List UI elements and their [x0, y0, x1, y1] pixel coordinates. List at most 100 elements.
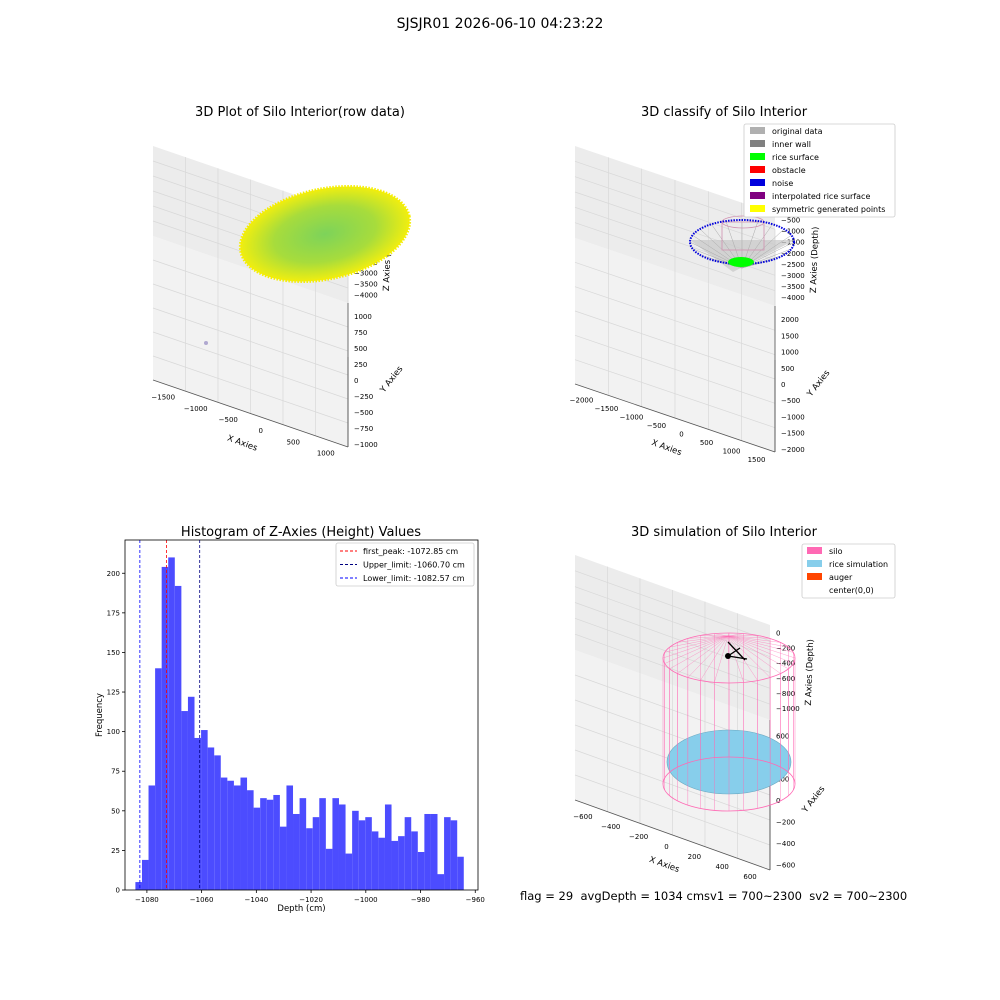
legend-swatch — [750, 140, 765, 147]
histogram-bar — [299, 798, 307, 890]
x-tick-label: 600 — [743, 873, 756, 881]
y-tick-label: −2000 — [781, 446, 805, 454]
legend-box — [335, 542, 475, 587]
x-tick-label: 0 — [679, 430, 683, 438]
histogram-bar — [174, 585, 182, 890]
y-tick-label: 200 — [776, 776, 789, 784]
histogram-bar — [378, 837, 385, 890]
silo-roof-line — [727, 635, 771, 639]
legend-swatch — [807, 573, 822, 580]
silo-roof-line — [687, 635, 729, 678]
y-tick-label: −1000 — [354, 441, 378, 449]
histogram-bar — [233, 785, 241, 890]
x-tick-label: −400 — [601, 823, 620, 831]
histogram-bar — [424, 813, 431, 890]
histogram-bar — [417, 851, 425, 890]
histogram-bar — [398, 836, 405, 890]
y-tick-label: −500 — [781, 397, 800, 405]
x-tick-label: 0 — [259, 427, 263, 435]
y-axis-label: Y Axies — [800, 784, 828, 816]
y-tick-label: −750 — [354, 425, 373, 433]
y-tick-label: 150 — [107, 649, 120, 657]
histogram-bar — [345, 853, 353, 890]
x-tick-label: −1000 — [354, 896, 378, 904]
histogram-bar — [279, 826, 287, 890]
z-axis-label: Z Axies (Depth) — [809, 226, 821, 293]
histogram-bar — [247, 790, 254, 890]
x-tick-label: −1000 — [620, 413, 644, 421]
legend-label: noise — [772, 179, 793, 188]
y-tick-label: 0 — [116, 887, 120, 895]
histogram-bar — [332, 798, 339, 890]
y-tick-label: 1500 — [781, 332, 799, 340]
histogram-bar — [266, 799, 274, 890]
histogram-bar — [430, 813, 438, 890]
histogram-bar — [260, 798, 267, 890]
x-tick-label: −600 — [573, 813, 592, 821]
grid-line — [574, 161, 776, 230]
y-tick-label: 50 — [111, 807, 120, 815]
histogram-bar — [141, 859, 149, 890]
silo-roof-line — [727, 635, 794, 664]
histogram-bar — [411, 831, 418, 890]
histogram-bar — [155, 668, 162, 890]
legend-swatch — [750, 166, 765, 173]
x-tick-label: −1080 — [135, 896, 159, 904]
x-tick-label: −1500 — [595, 405, 619, 413]
rice-surface — [728, 257, 754, 267]
y-tick-label: 125 — [107, 689, 120, 697]
silo-roof-line — [727, 635, 789, 670]
status-footer: flag = 29 avgDepth = 1034 cmsv1 = 700~23… — [520, 889, 908, 903]
histogram-bar — [437, 874, 445, 890]
legend-swatch — [750, 153, 765, 160]
legend-swatch — [750, 179, 765, 186]
z-tick-label: −4000 — [354, 291, 378, 299]
silo-roof-line — [727, 635, 771, 678]
y-tick-label: 0 — [776, 797, 780, 805]
legend-label: auger — [829, 573, 853, 582]
x-axis-line — [574, 383, 776, 453]
y-tick-label: 1000 — [781, 349, 799, 357]
legend-swatch — [807, 560, 822, 567]
x-tick-label: 1500 — [748, 456, 766, 464]
silo-roof-line — [714, 633, 729, 637]
x-axis-label: X Axies — [226, 434, 259, 454]
histogram-bar — [319, 798, 326, 890]
plot-title: 3D simulation of Silo Interior — [631, 525, 818, 540]
x-tick-label: −1500 — [151, 394, 175, 402]
classify-3d-plot: 3D classify of Silo Interior −2000 −1500−1… — [570, 105, 896, 464]
surface-scatter — [240, 186, 410, 282]
legend-label: obstacle — [772, 166, 806, 175]
y-tick-label: 200 — [107, 570, 120, 578]
y-tick-label: 250 — [354, 361, 367, 369]
y-tick-label: 600 — [776, 733, 789, 741]
silo-roof-line — [664, 635, 729, 664]
z-tick-label: −200 — [776, 645, 795, 653]
legend: first_peak: -1072.85 cm Upper_limit: -106… — [335, 542, 475, 587]
silo-roof-line — [727, 635, 744, 683]
legend-label: interpolated rice surface — [772, 192, 870, 201]
histogram-bar — [194, 737, 202, 890]
center-axis-line — [727, 655, 748, 660]
silo-roof-line — [727, 635, 781, 643]
y-tick-label: 25 — [111, 847, 120, 855]
legend-box — [743, 123, 896, 218]
plot-title: 3D classify of Silo Interior — [641, 105, 808, 120]
silo-roof-line — [687, 635, 729, 639]
z-tick-label: 0 — [776, 630, 780, 638]
histogram-bar — [365, 817, 372, 890]
x-axis-line — [152, 379, 349, 448]
x-axis-label: X Axies — [650, 438, 683, 458]
x-tick-label: 1000 — [317, 449, 335, 457]
histogram-bar — [181, 711, 188, 890]
legend-label: Lower_limit: -1082.57 cm — [363, 574, 465, 583]
interpolated-column — [721, 221, 765, 251]
legend-label: original data — [772, 127, 823, 136]
histogram-bar — [293, 813, 300, 890]
histogram-bar — [187, 696, 195, 890]
y-axis-label: Y Axies — [378, 364, 406, 396]
histogram-bar — [168, 557, 175, 890]
axes-frame — [124, 539, 479, 891]
histogram-bar — [161, 566, 169, 890]
